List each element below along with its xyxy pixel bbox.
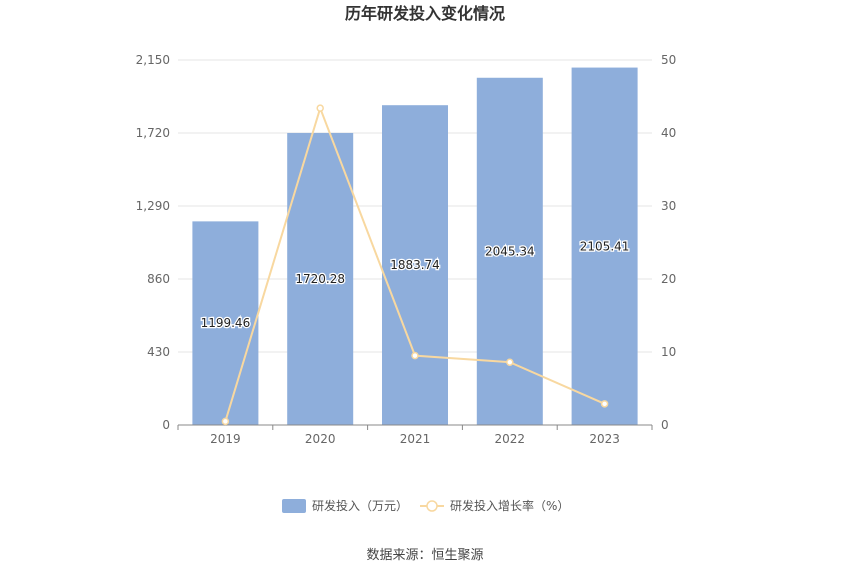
right-tick-label: 0 [661, 418, 669, 432]
x-tick-label: 2020 [305, 432, 336, 446]
data-source: 数据来源：恒生聚源 [366, 548, 483, 563]
bar-data-labels: 1199.46 1720.28 1883.74 2045.34 2105.41 [199, 238, 630, 331]
x-tick-label: 2022 [495, 432, 526, 446]
line-series [221, 104, 609, 426]
left-tick-label: 430 [147, 345, 170, 359]
bar[interactable] [382, 105, 448, 426]
left-tick-label: 1,290 [136, 199, 170, 213]
bar[interactable] [192, 221, 259, 425]
legend-line-marker[interactable] [426, 500, 438, 512]
right-tick-label: 50 [661, 53, 676, 67]
right-axis-ticks: 0 10 20 30 40 50 [661, 53, 676, 432]
bar-series [192, 67, 638, 426]
bar[interactable] [476, 77, 543, 426]
x-axis: 2019 2020 2021 2022 2023 [177, 424, 653, 446]
bar-value-label: 2105.41 [580, 239, 630, 253]
bar-value-label: 1883.74 [390, 258, 440, 272]
x-tick-label: 2019 [210, 432, 241, 446]
left-tick-label: 2,150 [136, 53, 170, 67]
left-tick-label: 1,720 [136, 126, 170, 140]
right-tick-label: 20 [661, 272, 676, 286]
bar-value-label: 1720.28 [295, 272, 345, 286]
bar[interactable] [571, 67, 638, 425]
growth-rate-point[interactable] [221, 417, 230, 426]
bar-value-label: 1199.46 [201, 316, 251, 330]
bar-value-label: 2045.34 [485, 244, 535, 258]
growth-rate-point[interactable] [506, 358, 514, 366]
legend[interactable]: 研发投入（万元） 研发投入增长率（%） [282, 498, 569, 513]
right-tick-label: 40 [661, 126, 676, 140]
x-tick-label: 2023 [589, 432, 620, 446]
right-tick-label: 10 [661, 345, 676, 359]
left-axis-ticks: 0 430 860 1,290 1,720 2,150 [136, 53, 170, 432]
legend-bar-swatch[interactable] [282, 499, 306, 513]
legend-bar-label[interactable]: 研发投入（万元） [312, 498, 408, 513]
growth-rate-point[interactable] [600, 400, 609, 408]
growth-rate-point[interactable] [411, 351, 419, 360]
right-tick-label: 30 [661, 199, 676, 213]
left-tick-label: 860 [147, 272, 170, 286]
growth-rate-point[interactable] [316, 104, 324, 112]
x-tick-label: 2021 [400, 432, 431, 446]
legend-line-label[interactable]: 研发投入增长率（%） [450, 498, 569, 513]
left-tick-label: 0 [162, 418, 170, 432]
chart-title: 历年研发投入变化情况 [345, 4, 505, 23]
